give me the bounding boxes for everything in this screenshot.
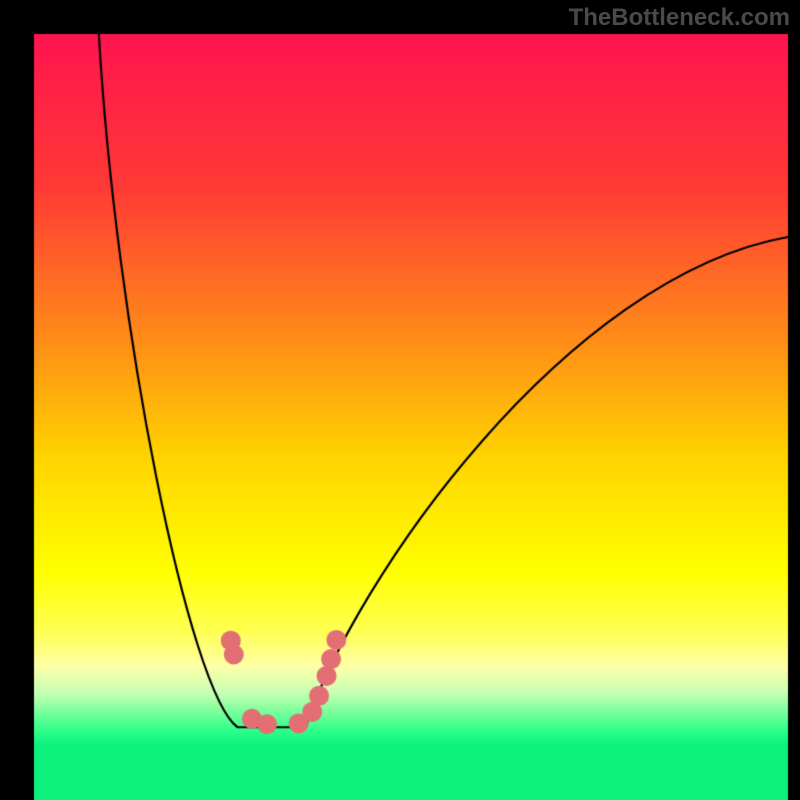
watermark-text: TheBottleneck.com (569, 4, 790, 32)
chart-stage: TheBottleneck.com (0, 0, 800, 800)
bottleneck-chart-canvas (0, 0, 800, 800)
